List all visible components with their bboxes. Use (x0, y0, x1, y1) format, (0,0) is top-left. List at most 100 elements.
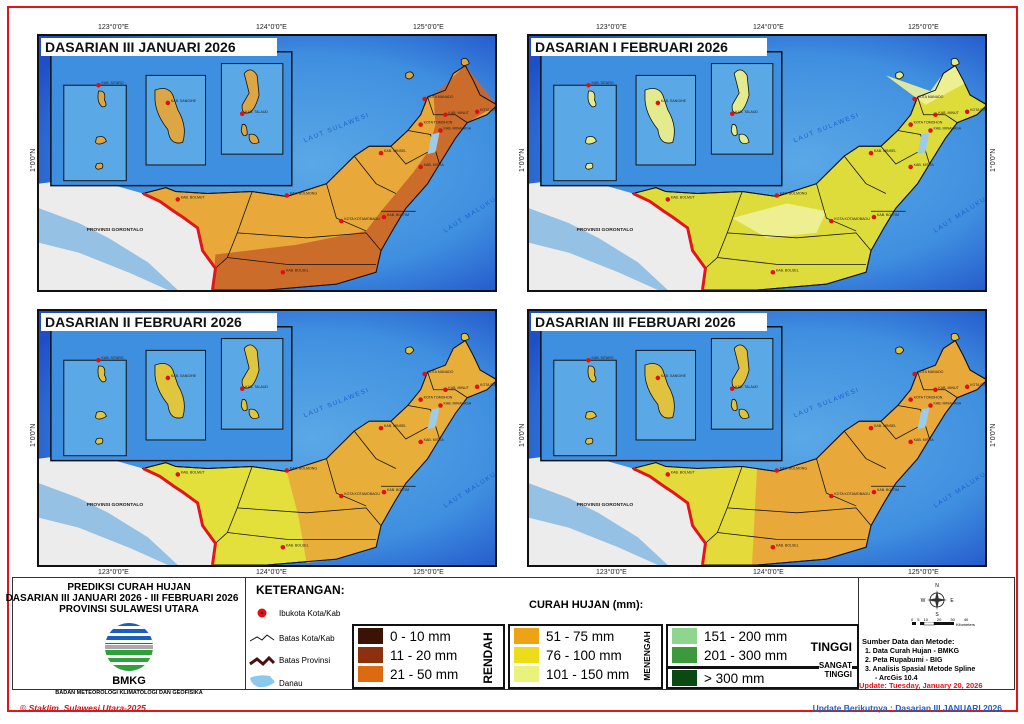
city-marker (443, 112, 448, 118)
rainfall-zone (286, 340, 495, 564)
lat-label: 1°0'0"N (519, 423, 526, 447)
city-marker (96, 357, 101, 363)
gorontalo-label: PROVINSI GORONTALO (577, 227, 634, 233)
legend-period: DASARIAN III JANUARI 2026 - III FEBRUARI… (5, 593, 239, 604)
inset-sitaro (63, 84, 127, 182)
lon-label: 125°0'0"E (908, 24, 939, 31)
class-label: 51 - 75 mm (546, 628, 615, 644)
city-marker (239, 111, 245, 117)
curah-hujan-heading: CURAH HUJAN (mm): (529, 599, 644, 611)
place-label: KAB. BOLSEL (286, 268, 309, 272)
place-label: KOTA KOTAMOBAGU (834, 492, 870, 496)
place-label: KOTA KOTAMOBAGU (344, 217, 380, 221)
place-label: KOTA BITUNG (970, 383, 985, 387)
place-label: KAB. BOLMONG (780, 192, 808, 196)
lon-label: 125°0'0"E (413, 569, 444, 576)
city-marker (239, 386, 245, 392)
map-title: DASARIAN I FEBRUARI 2026 (531, 38, 767, 56)
place-label: KAB. BOLMONG (780, 467, 808, 471)
class-row: > 300 mm (672, 670, 764, 686)
lake (427, 132, 440, 155)
symbol-label: Ibukota Kota/Kab (279, 609, 341, 618)
compass-w: W (921, 598, 926, 604)
city-marker (868, 150, 874, 156)
class-group-menengah: 51 - 75 mm 76 - 100 mm 101 - 150 mm MENE… (508, 624, 663, 689)
rainfall-zone (212, 65, 495, 290)
scale-ticks: 0 5 10 20 30 40 (911, 617, 991, 622)
place-label: KAB. TALAUD (735, 385, 758, 389)
gorontalo-province (39, 178, 216, 290)
place-label: KOTA MANADO (918, 370, 944, 374)
place-label: KAB. MINUT (448, 111, 469, 115)
place-label: KAB. SITARO (591, 356, 613, 360)
copyright: © Staklim_Sulawesi Utara-2025 (20, 703, 146, 713)
rainfall-zone (732, 65, 966, 238)
place-label: KAB. BOLMONG (290, 192, 318, 196)
city-marker (933, 387, 938, 393)
lon-label: 124°0'0"E (753, 569, 784, 576)
city-marker (418, 164, 423, 170)
scale-tick: 40 (963, 617, 969, 622)
city-marker (422, 96, 427, 102)
map-title: DASARIAN III FEBRUARI 2026 (531, 313, 767, 331)
source-item: 2. Peta Rupabumi - BIG (865, 657, 943, 664)
place-label: KAB. BOLMUT (671, 470, 696, 474)
lat-label: 1°0'0"N (519, 148, 526, 172)
compass-e: E (950, 598, 954, 604)
class-swatch (672, 628, 697, 644)
class-row: 51 - 75 mm (514, 628, 614, 644)
class-label: 101 - 150 mm (546, 666, 630, 682)
city-boundary-icon (249, 634, 275, 642)
place-label: KAB. MITRA (914, 163, 935, 167)
place-label: KAB. BOLTIM (387, 488, 409, 492)
symbol-label: Batas Provinsi (279, 656, 331, 665)
lake-icon (250, 675, 275, 688)
place-label: KAB. MINAHASA (443, 127, 471, 131)
place-label: KOTA MANADO (918, 95, 944, 99)
place-label: KAB. BOLSEL (776, 268, 799, 272)
category-menengah: MENENGAH (642, 631, 652, 681)
class-swatch (672, 670, 697, 686)
lat-label: 1°0'0"N (30, 148, 37, 172)
legend-title-section: PREDIKSI CURAH HUJAN DASARIAN III JANUAR… (6, 578, 246, 696)
city-marker (474, 109, 480, 115)
legend-province: PROVINSI SULAWESI UTARA (59, 604, 199, 615)
lake (917, 407, 930, 430)
lake (917, 132, 930, 155)
lon-label: 123°0'0"E (98, 24, 129, 31)
scale-tick: 20 (936, 617, 942, 622)
lon-label: 125°0'0"E (908, 569, 939, 576)
rainfall-zone (633, 462, 757, 565)
source-item: 1. Data Curah Hujan - BMKG (865, 648, 960, 655)
scale-tick: 10 (923, 617, 928, 622)
city-marker (908, 122, 913, 127)
lon-label: 125°0'0"E (413, 24, 444, 31)
class-group-rendah: 0 - 10 mm 11 - 20 mm 21 - 50 mm RENDAH (352, 624, 505, 689)
place-label: KAB. BOLMONG (290, 467, 318, 471)
city-marker (908, 397, 913, 402)
city-marker (729, 111, 735, 117)
place-label: KAB. SITARO (591, 81, 613, 85)
place-label: KAB. MINUT (938, 111, 959, 115)
city-marker (871, 214, 877, 220)
place-label: KAB. SANGIHE (171, 99, 197, 103)
place-label: KAB. BOLSEL (286, 543, 309, 547)
gorontalo-province (529, 453, 706, 565)
city-marker (96, 82, 101, 88)
district-boundaries (215, 96, 468, 269)
org-short: BMKG (112, 675, 146, 687)
class-swatch (358, 628, 383, 644)
place-label: KOTA TOMOHON (914, 121, 943, 125)
place-label: KAB. TALAUD (735, 110, 758, 114)
place-label: KOTA KOTAMOBAGU (834, 217, 870, 221)
symbol-label: Danau (279, 679, 303, 688)
city-marker (933, 112, 938, 118)
city-marker (912, 96, 917, 102)
place-label: KOTA TOMOHON (424, 121, 453, 125)
place-label: KAB. MITRA (914, 438, 935, 442)
lon-label: 124°0'0"E (256, 569, 287, 576)
city-marker (908, 439, 913, 445)
city-marker (474, 384, 480, 390)
inset-sitaro (63, 359, 127, 457)
class-label: 76 - 100 mm (546, 647, 622, 663)
